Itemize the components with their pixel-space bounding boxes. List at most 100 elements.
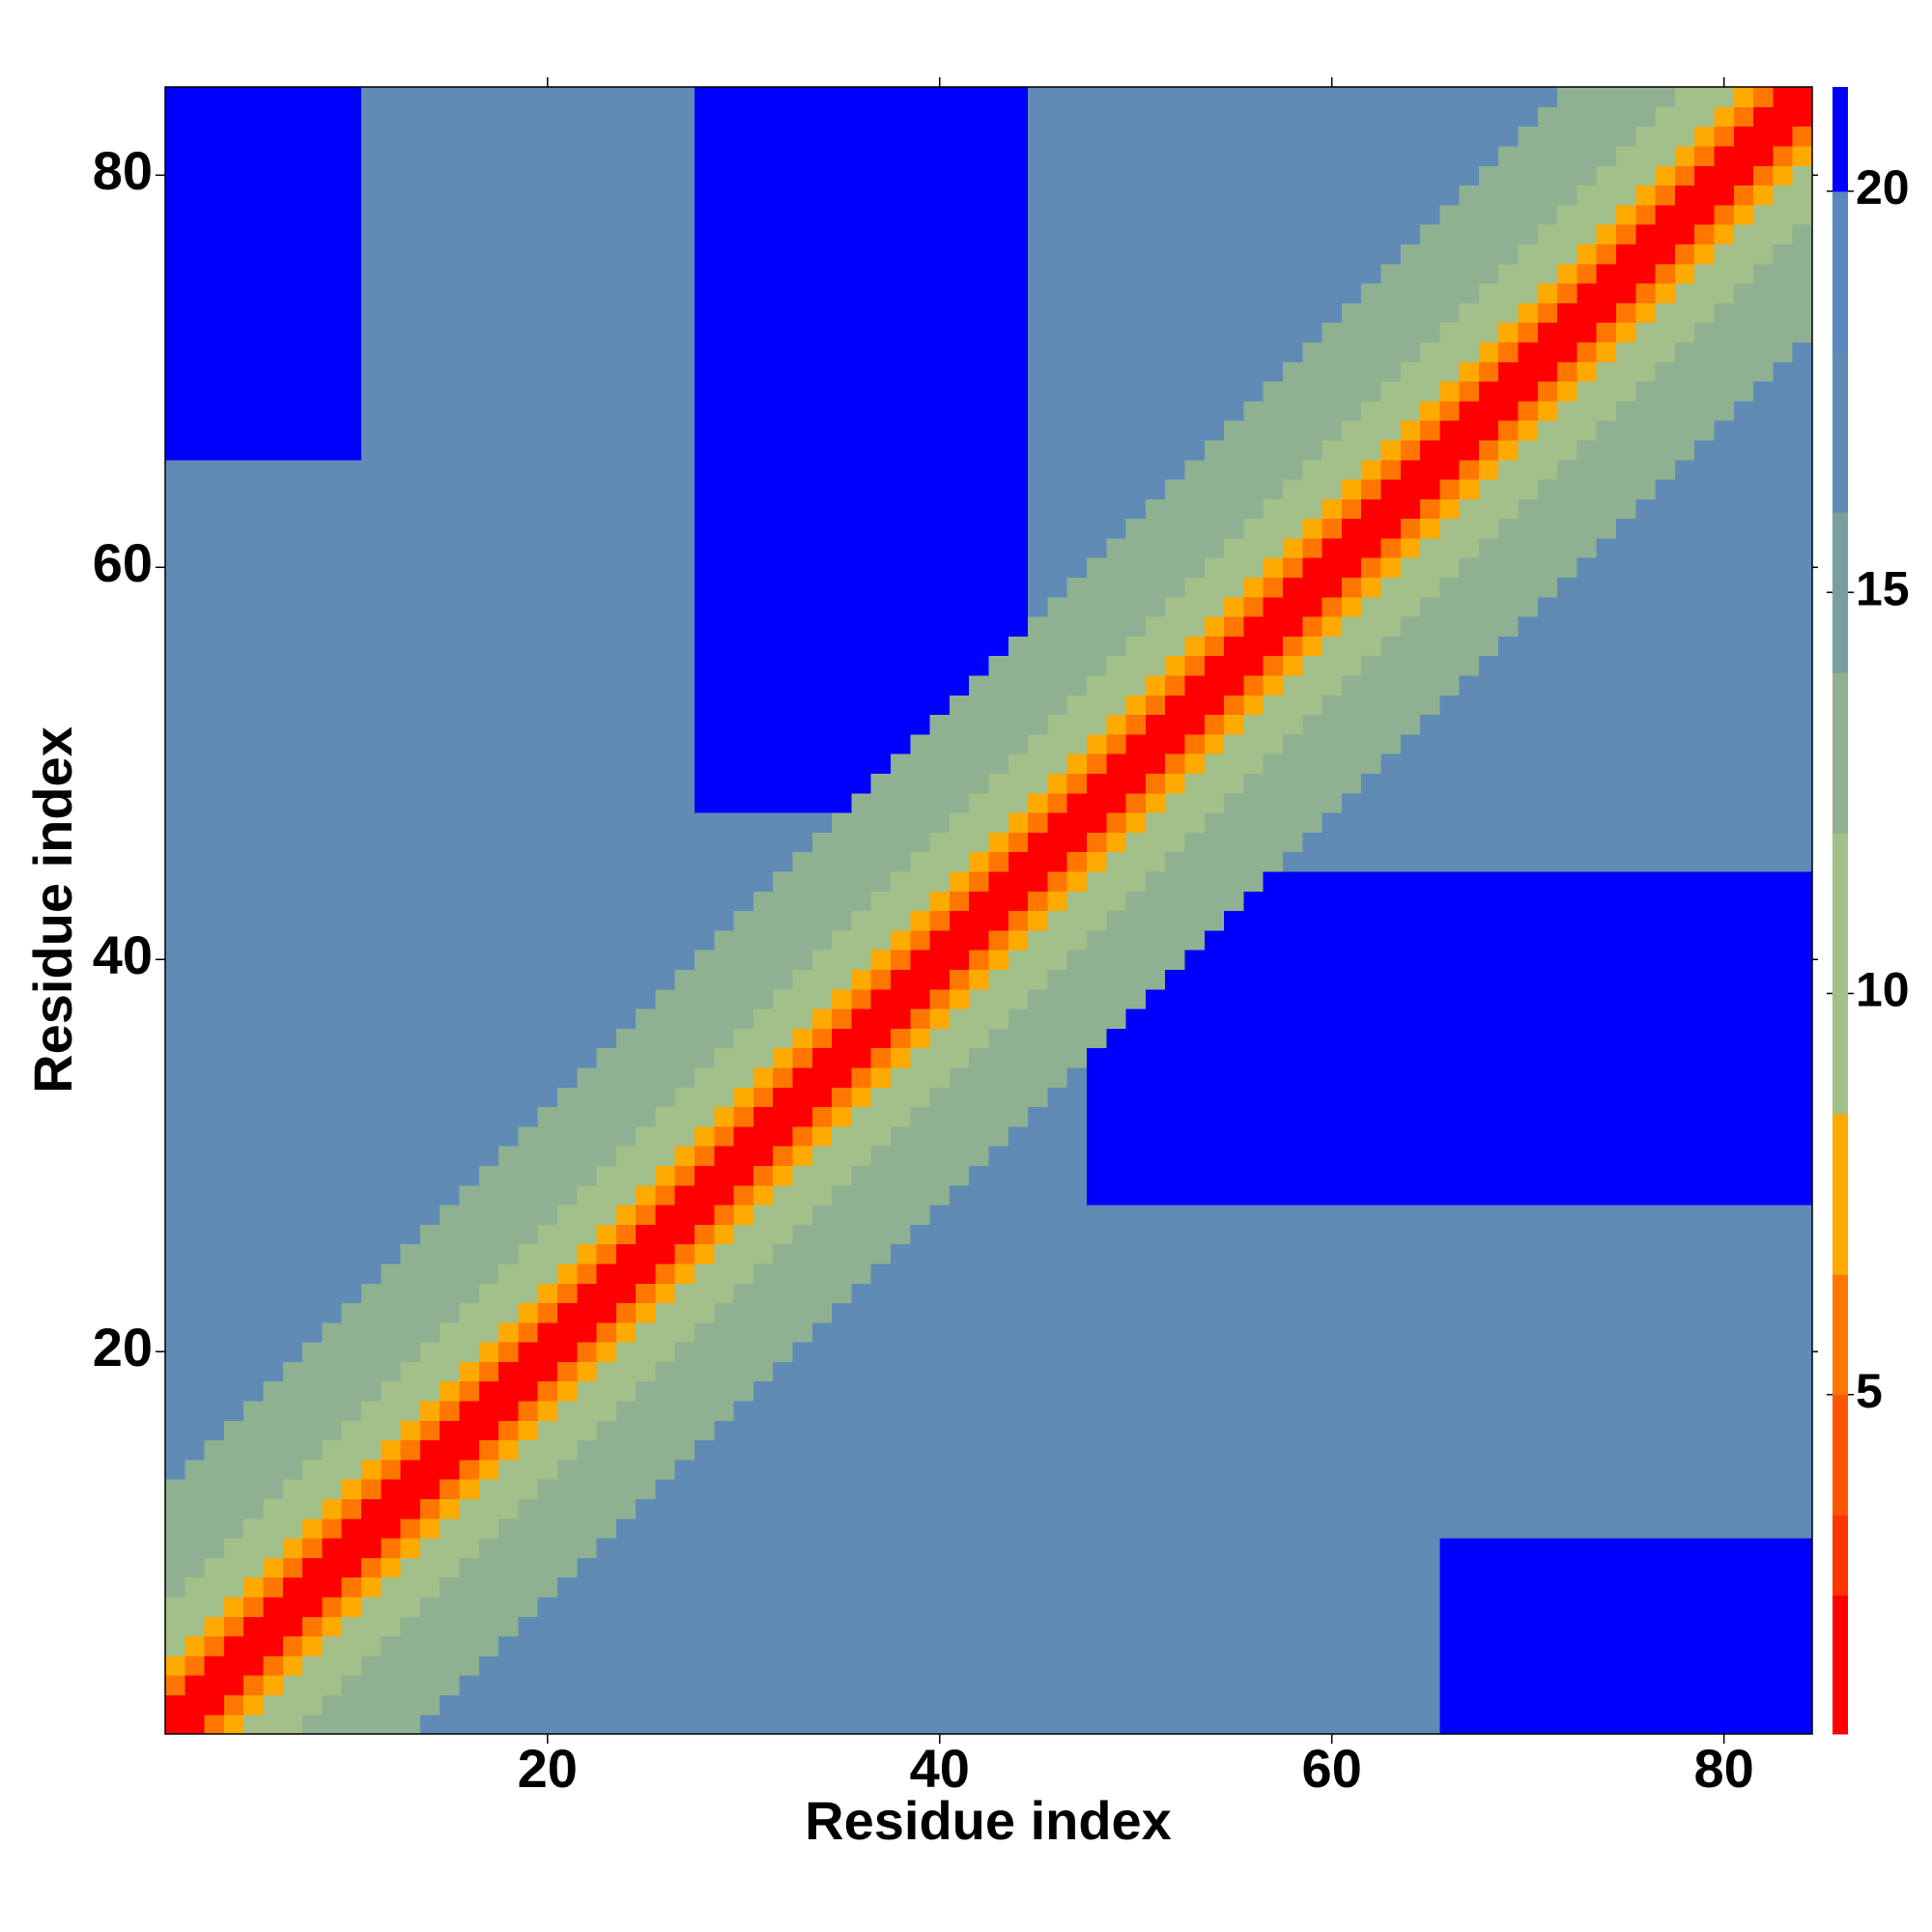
heatmap-cell (1733, 753, 1754, 775)
heatmap-cell (1694, 969, 1716, 990)
heatmap-cell (714, 1321, 735, 1343)
heatmap-cell (1028, 1342, 1048, 1362)
heatmap-cell (1537, 1302, 1558, 1323)
heatmap-cell (1792, 674, 1813, 696)
heatmap-cell (478, 1087, 499, 1108)
heatmap-cell (243, 1302, 265, 1323)
heatmap-cell (1439, 1184, 1461, 1206)
heatmap-cell (419, 596, 440, 617)
heatmap-cell (1753, 1518, 1775, 1539)
heatmap-cell (1047, 1635, 1068, 1657)
heatmap-cell (1008, 1204, 1029, 1225)
heatmap-cell (1106, 1321, 1127, 1343)
heatmap-cell (518, 1028, 539, 1049)
heatmap-cell (615, 950, 637, 970)
heatmap-cell (1361, 714, 1382, 735)
heatmap-cell (518, 577, 539, 598)
heatmap-cell (1478, 1400, 1499, 1421)
heatmap-cell (381, 1538, 402, 1558)
heatmap-cell (1066, 1106, 1088, 1127)
heatmap-cell (381, 969, 402, 990)
heatmap-cell (615, 1283, 637, 1304)
heatmap-cell (1753, 655, 1775, 676)
heatmap-cell (988, 1066, 1009, 1088)
heatmap-cell (1224, 1008, 1244, 1029)
heatmap-cell (1674, 1459, 1695, 1480)
heatmap-cell (556, 1321, 578, 1343)
heatmap-cell (1125, 891, 1147, 912)
heatmap-cell (1400, 792, 1421, 813)
heatmap-cell (969, 1694, 990, 1716)
heatmap-cell (811, 1577, 833, 1598)
heatmap-cell (1361, 891, 1382, 912)
heatmap-cell (478, 1184, 499, 1206)
heatmap-cell (674, 1165, 696, 1186)
heatmap-cell (1714, 1302, 1735, 1323)
heatmap-cell (969, 1087, 990, 1108)
heatmap-cell (753, 557, 774, 579)
heatmap-cell (419, 910, 440, 931)
heatmap-cell (674, 792, 696, 813)
heatmap-cell (1282, 1204, 1303, 1225)
heatmap-cell (1165, 753, 1186, 775)
heatmap-cell (1733, 969, 1754, 990)
heatmap-cell (518, 1184, 539, 1206)
heatmap-cell (1066, 910, 1088, 931)
heatmap-cell (1282, 1361, 1303, 1382)
heatmap-cell (1635, 1380, 1657, 1402)
heatmap-cell (1714, 1224, 1735, 1245)
heatmap-cell (1243, 1146, 1264, 1166)
heatmap-cell (459, 950, 480, 970)
heatmap-cell (1302, 1321, 1323, 1343)
heatmap-cell (695, 1459, 715, 1480)
heatmap-cell (1302, 1420, 1323, 1441)
heatmap-cell (1498, 1557, 1520, 1578)
heatmap-cell (478, 714, 499, 735)
heatmap-cell (1773, 1224, 1794, 1245)
heatmap-cell (400, 655, 421, 676)
heatmap-cell (1773, 1047, 1794, 1068)
heatmap-cell (223, 1008, 244, 1029)
heatmap-cell (773, 1479, 794, 1500)
heatmap-cell (1263, 910, 1284, 931)
heatmap-cell (870, 1596, 892, 1617)
heatmap-cell (165, 1459, 185, 1480)
heatmap-cell (811, 1087, 833, 1108)
heatmap-cell (1596, 1694, 1617, 1716)
heatmap-cell (185, 832, 206, 853)
heatmap-cell (577, 1008, 598, 1029)
heatmap-cell (1635, 988, 1657, 1009)
heatmap-cell (910, 1224, 931, 1245)
heatmap-cell (792, 1184, 813, 1206)
heatmap-cell (556, 1008, 578, 1029)
heatmap-cell (360, 1008, 382, 1029)
heatmap-cell (1302, 1283, 1323, 1304)
heatmap-cell (263, 1596, 284, 1617)
heatmap-cell (459, 1655, 480, 1676)
heatmap-cell (537, 1694, 558, 1716)
heatmap-cell (478, 596, 499, 617)
heatmap-cell (615, 753, 637, 775)
heatmap-cell (1184, 1616, 1206, 1637)
heatmap-cell (811, 1125, 833, 1147)
heatmap-cell (792, 1459, 813, 1480)
heatmap-cell (322, 1066, 343, 1088)
heatmap-cell (577, 870, 598, 892)
heatmap-cell (1714, 929, 1735, 951)
heatmap-cell (1616, 1538, 1636, 1558)
heatmap-cell (1184, 1577, 1206, 1598)
heatmap-cell (400, 1655, 421, 1676)
heatmap-cell (1635, 1694, 1657, 1716)
heatmap-cell (811, 792, 833, 813)
heatmap-cell (1518, 733, 1539, 754)
heatmap-cell (929, 1459, 951, 1480)
heatmap-cell (733, 1283, 754, 1304)
heatmap-cell (185, 636, 206, 657)
heatmap-cell (1400, 1459, 1421, 1480)
heatmap-cell (263, 1146, 284, 1166)
heatmap-cell (1204, 1479, 1225, 1500)
heatmap-cell (1204, 1459, 1225, 1480)
heatmap-cell (1008, 753, 1029, 775)
heatmap-cell (1125, 1380, 1147, 1402)
heatmap-cell (988, 851, 1009, 872)
